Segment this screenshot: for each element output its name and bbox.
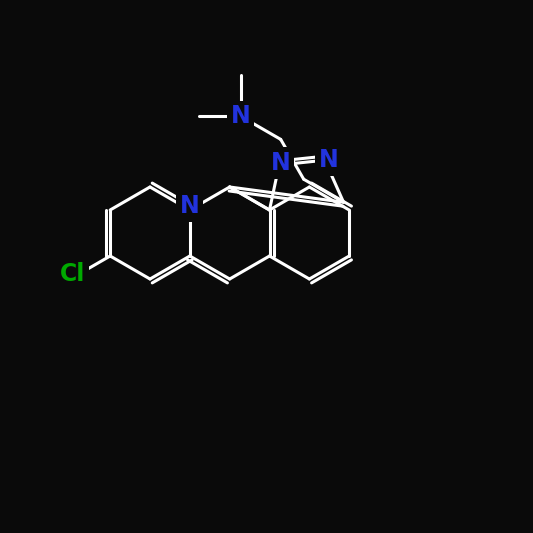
Text: Cl: Cl [60, 262, 85, 286]
Text: N: N [271, 151, 291, 175]
Text: N: N [319, 148, 338, 172]
Text: N: N [180, 194, 200, 218]
Text: N: N [231, 104, 251, 128]
